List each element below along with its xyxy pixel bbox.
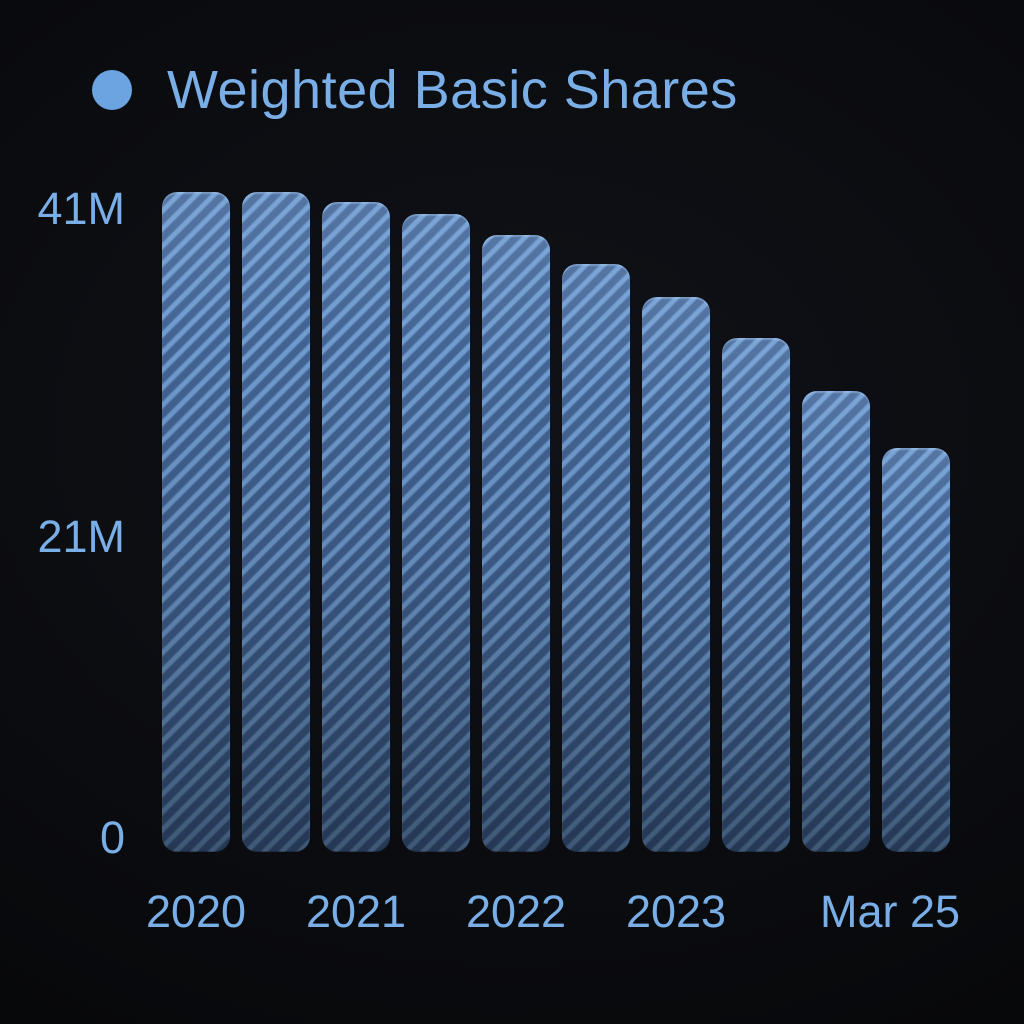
bar[interactable] — [562, 264, 630, 852]
x-tick-label: Mar 25 — [819, 886, 961, 937]
legend-label: Weighted Basic Shares — [167, 60, 738, 120]
x-tick-label: 2022 — [465, 886, 567, 937]
bar[interactable] — [482, 235, 550, 852]
bar[interactable] — [882, 448, 950, 852]
bar-series — [162, 0, 962, 852]
legend[interactable]: Weighted Basic Shares — [92, 58, 738, 122]
bar[interactable] — [242, 192, 310, 852]
x-tick-label: 2021 — [305, 886, 407, 937]
bar[interactable] — [402, 214, 470, 852]
bar[interactable] — [802, 391, 870, 852]
legend-dot-icon — [92, 70, 132, 110]
x-tick-label: 2023 — [625, 886, 727, 937]
y-tick-label: 21M — [37, 511, 125, 562]
x-tick-label: 2020 — [145, 886, 247, 937]
bar[interactable] — [162, 192, 230, 852]
bar[interactable] — [642, 297, 710, 852]
y-tick-label: 41M — [37, 183, 125, 234]
bar[interactable] — [722, 338, 790, 852]
bar[interactable] — [322, 202, 390, 852]
y-tick-label: 0 — [99, 812, 125, 863]
